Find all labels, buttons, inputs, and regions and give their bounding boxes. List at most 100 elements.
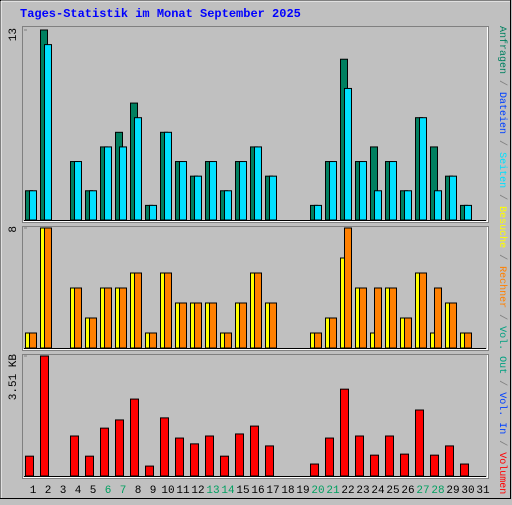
x-tick-label: 15	[236, 485, 249, 497]
bar	[329, 161, 337, 221]
x-tick-label: 14	[221, 485, 235, 497]
bar	[374, 287, 382, 349]
x-tick-label: 19	[296, 485, 309, 497]
bar	[314, 204, 322, 221]
bar	[269, 175, 277, 221]
bar	[89, 317, 97, 349]
bar	[434, 190, 442, 221]
x-tick-label: 24	[371, 485, 385, 497]
x-tick-label: 11	[176, 485, 190, 497]
bar	[115, 419, 124, 477]
legend-separator: /	[496, 188, 508, 206]
bar	[194, 175, 202, 221]
bar	[100, 427, 109, 477]
x-tick-label: 9	[150, 485, 157, 497]
bar	[239, 302, 247, 349]
x-tick-label: 5	[90, 485, 97, 497]
bar	[265, 445, 274, 477]
bar	[430, 454, 439, 477]
legend-entry: Vol. Out	[496, 326, 508, 374]
legend-separator: /	[496, 308, 508, 326]
bar	[220, 455, 229, 477]
bar	[190, 443, 199, 477]
bar	[445, 445, 454, 477]
legend: Anfragen / Dateien / Seiten / Besuche / …	[496, 26, 508, 494]
bar	[104, 287, 112, 349]
bar	[340, 388, 349, 477]
bar	[179, 161, 187, 221]
x-tick-label: 27	[416, 485, 429, 497]
bar	[389, 287, 397, 349]
x-tick-label: 8	[135, 485, 142, 497]
legend-entry: Vol. In	[496, 392, 508, 434]
bar	[44, 227, 52, 349]
bar	[389, 161, 397, 221]
bar	[415, 409, 424, 477]
bar	[40, 355, 49, 477]
bar	[449, 175, 457, 221]
bar	[29, 332, 37, 349]
x-tick-label: 12	[191, 485, 204, 497]
bar	[310, 463, 319, 477]
bar	[254, 146, 262, 221]
bar	[329, 317, 337, 349]
bar	[119, 287, 127, 349]
bar	[70, 435, 79, 477]
bar	[235, 433, 244, 477]
x-tick-label: 31	[476, 485, 490, 497]
bar	[370, 454, 379, 477]
x-tick-label: 1	[30, 485, 37, 497]
bar	[404, 190, 412, 221]
legend-separator: /	[496, 74, 508, 92]
legend-entry: Rechner	[496, 266, 508, 308]
legend-separator: /	[496, 434, 508, 452]
bar	[269, 302, 277, 349]
x-tick-label: 2	[45, 485, 52, 497]
bar	[224, 190, 232, 221]
bar	[460, 463, 469, 477]
legend-separator: /	[496, 374, 508, 392]
x-tick-label: 7	[120, 485, 127, 497]
x-tick-label: 21	[326, 485, 340, 497]
bar	[89, 190, 97, 221]
bar	[134, 272, 142, 349]
x-tick-label: 3	[60, 485, 67, 497]
bar	[209, 302, 217, 349]
bar	[160, 417, 169, 477]
bar	[449, 302, 457, 349]
bar	[44, 44, 52, 221]
bar	[179, 302, 187, 349]
bar	[464, 204, 472, 221]
bar	[239, 161, 247, 221]
bar	[434, 287, 442, 349]
x-tick-label: 22	[341, 485, 354, 497]
x-tick-label: 30	[461, 485, 474, 497]
x-tick-label: 25	[386, 485, 399, 497]
bar	[104, 146, 112, 221]
bar	[149, 204, 157, 221]
bar	[74, 161, 82, 221]
legend-separator: /	[496, 134, 508, 152]
bar	[209, 161, 217, 221]
bar	[145, 465, 154, 477]
bar	[419, 117, 427, 221]
bar	[85, 455, 94, 477]
bar	[29, 190, 37, 221]
bar	[314, 332, 322, 349]
bar	[164, 272, 172, 349]
bar	[254, 272, 262, 349]
bar	[130, 398, 139, 477]
x-tick-label: 13	[206, 485, 219, 497]
bar	[359, 161, 367, 221]
bar	[355, 435, 364, 477]
bar	[344, 87, 352, 221]
bar	[164, 131, 172, 221]
bar	[374, 190, 382, 221]
chart-title: Tages-Statistik im Monat September 2025	[20, 7, 301, 21]
legend-entry: Seiten	[496, 152, 508, 188]
bar	[119, 146, 127, 221]
y-tick-label: 3.51 KB	[8, 354, 20, 401]
bar	[359, 287, 367, 349]
bar	[205, 435, 214, 477]
bar	[250, 425, 259, 477]
